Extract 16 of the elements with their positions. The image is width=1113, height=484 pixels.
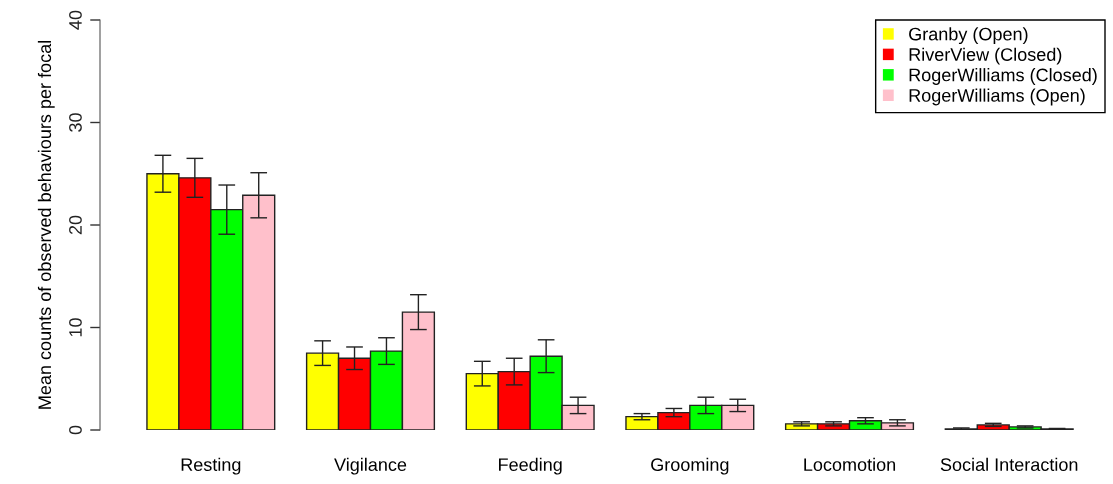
y-tick-label: 20 [69, 215, 82, 235]
y-tick-label: 0 [69, 425, 82, 435]
y-axis-title: Mean counts of observed behaviours per focal [37, 41, 55, 409]
y-tick-label: 10 [69, 318, 82, 337]
y-tick-label: 40 [69, 10, 82, 30]
x-tick-label: Resting [181, 457, 241, 475]
legend-label: RogerWilliams (Open) [909, 88, 1085, 106]
x-tick-label: Social Interaction [940, 457, 1078, 472]
legend-label: RiverView (Closed) [909, 47, 1062, 65]
x-tick-label: Locomotion [804, 457, 896, 472]
legend-label: RogerWilliams (Closed) [909, 68, 1097, 85]
x-tick-label: Grooming [651, 457, 729, 475]
x-tick-label: Feeding [499, 457, 562, 475]
y-tick-label: 30 [69, 113, 82, 132]
x-tick-label: Vigilance [334, 457, 407, 475]
legend-label: Granby (Open) [909, 27, 1028, 45]
